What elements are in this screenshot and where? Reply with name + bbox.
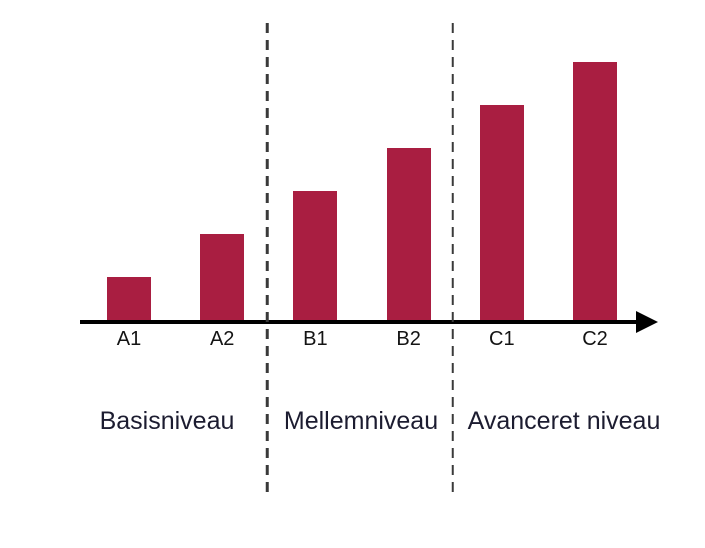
bar-b1 (293, 191, 338, 320)
x-axis-arrowhead-icon (636, 311, 658, 333)
category-label-c2: C2 (582, 328, 608, 350)
bar-a1 (107, 277, 151, 320)
x-axis-line (80, 320, 642, 324)
section-divider-1 (265, 23, 269, 495)
category-label-b2: B2 (396, 328, 421, 350)
category-label-a1: A1 (116, 328, 142, 350)
bar-a2 (200, 234, 245, 320)
section-label-1: Basisniveau (99, 407, 235, 435)
bar-b2 (386, 148, 431, 320)
category-label-c1: C1 (489, 328, 515, 350)
bar-c2 (573, 62, 617, 320)
section-label-2: Mellemniveau (283, 407, 439, 435)
bar-c1 (479, 105, 524, 320)
category-label-b1: B1 (303, 328, 328, 350)
section-label-3: Avanceret niveau (467, 407, 661, 435)
category-label-a2: A2 (209, 328, 235, 350)
section-divider-2 (451, 23, 454, 495)
